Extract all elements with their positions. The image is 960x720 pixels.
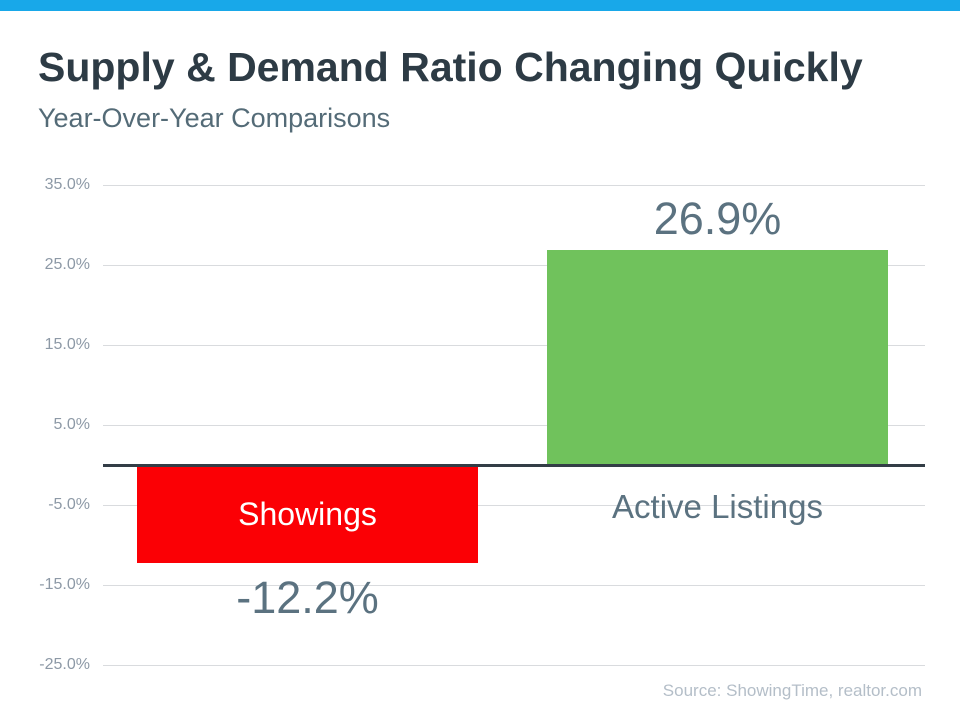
zero-axis-line [103, 464, 925, 467]
bar-showings [137, 465, 478, 563]
y-tick-label: 5.0% [53, 416, 90, 433]
y-tick-label: -15.0% [39, 576, 90, 593]
gridline [103, 264, 925, 266]
gridline [103, 344, 925, 346]
category-label-showings: Showings [238, 495, 377, 532]
gridline [103, 664, 925, 666]
y-tick-label: 25.0% [44, 256, 90, 273]
bar-active-listings [547, 249, 888, 465]
gridline [103, 424, 925, 426]
value-label-active-listings: 26.9% [653, 192, 782, 244]
y-tick-label: 35.0% [44, 176, 90, 193]
y-tick-label: 15.0% [44, 336, 90, 353]
y-tick-label: -5.0% [48, 496, 90, 513]
y-tick-label: -25.0% [39, 656, 90, 673]
gridline [103, 584, 925, 586]
category-label-active-listings: Active Listings [612, 488, 823, 525]
page-title: Supply & Demand Ratio Changing Quickly [38, 44, 863, 90]
page-subtitle: Year-Over-Year Comparisons [38, 103, 391, 133]
gridline [103, 504, 925, 506]
gridline [103, 184, 925, 186]
value-label-showings: -12.2% [236, 571, 379, 623]
source-text: Source: ShowingTime, realtor.com [662, 681, 922, 700]
top-accent-bar [0, 0, 960, 11]
